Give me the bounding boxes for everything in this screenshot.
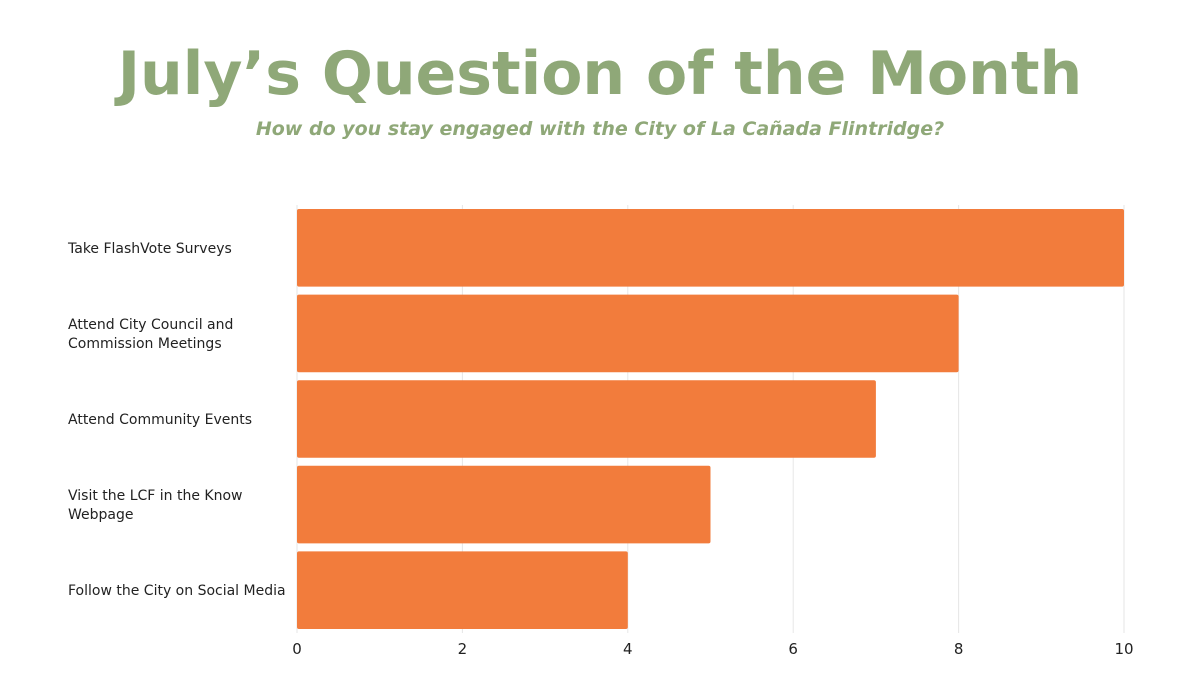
x-tick-label-6: 6 — [788, 640, 798, 658]
x-tick-label-4: 4 — [623, 640, 633, 658]
chart-title: July’s Question of the Month — [117, 39, 1083, 109]
x-tick-label-0: 0 — [292, 640, 302, 658]
bar-3 — [297, 465, 711, 544]
category-label-4: Follow the City on Social Media — [68, 583, 286, 599]
bar-1 — [297, 294, 959, 373]
bar-4 — [297, 551, 628, 629]
chart-subtitle: How do you stay engaged with the City of… — [255, 118, 945, 140]
category-label-1: Attend City Council and Commission Meetin… — [68, 317, 233, 352]
category-label-0: Take FlashVote Surveys — [67, 241, 232, 257]
category-label-3: Visit the LCF in the Know Webpage — [68, 488, 243, 523]
x-tick-label-10: 10 — [1114, 640, 1133, 658]
bar-0 — [297, 209, 1124, 287]
x-tick-label-8: 8 — [954, 640, 964, 658]
bar-2 — [297, 380, 876, 458]
category-label-2: Attend Community Events — [68, 412, 252, 428]
x-tick-label-2: 2 — [458, 640, 468, 658]
